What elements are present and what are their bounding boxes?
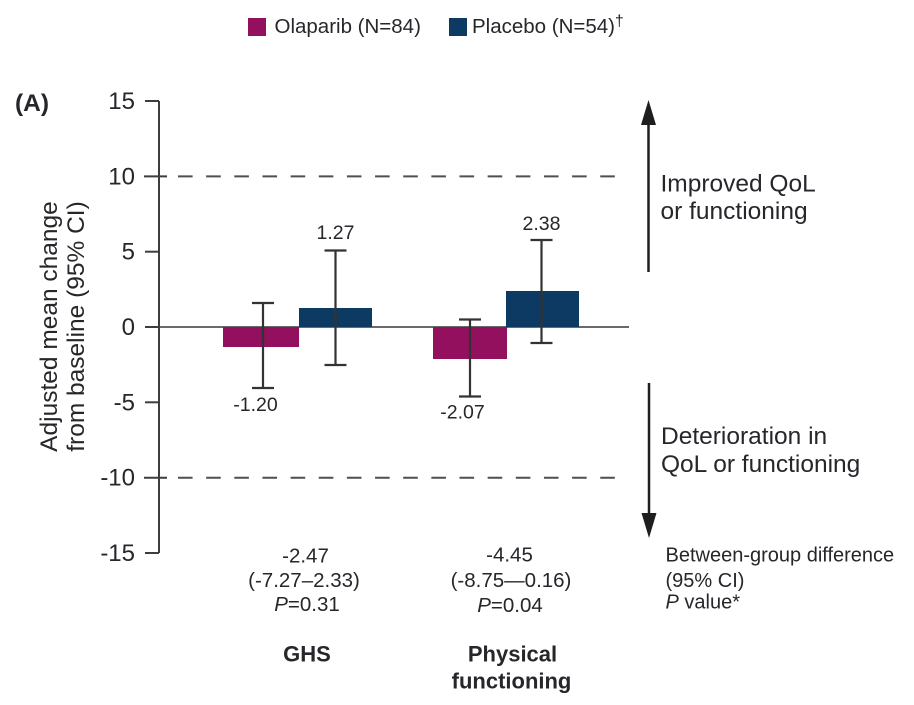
svg-text:Adjusted mean change: Adjusted mean change (36, 201, 63, 452)
svg-text:GHS: GHS (283, 642, 331, 667)
svg-text:P=0.04: P=0.04 (477, 594, 543, 617)
svg-text:Deterioration in: Deterioration in (661, 423, 827, 450)
svg-text:-10: -10 (100, 465, 135, 492)
svg-text:QoL or functioning: QoL or functioning (661, 451, 860, 478)
svg-text:(A): (A) (15, 90, 49, 117)
svg-text:5: 5 (122, 239, 135, 266)
svg-text:(-8.75—0.16): (-8.75—0.16) (451, 569, 572, 592)
svg-text:from baseline (95% CI): from baseline (95% CI) (63, 201, 90, 452)
svg-text:10: 10 (108, 163, 135, 190)
svg-text:Improved QoL: Improved QoL (661, 171, 816, 198)
svg-text:Olaparib (N=84): Olaparib (N=84) (275, 15, 421, 38)
svg-text:Physical: Physical (468, 642, 557, 667)
svg-text:2.38: 2.38 (523, 213, 561, 235)
svg-text:functioning: functioning (452, 669, 572, 694)
svg-text:or functioning: or functioning (661, 198, 808, 225)
svg-text:(-7.27–2.33): (-7.27–2.33) (248, 569, 360, 592)
svg-text:(95% CI): (95% CI) (666, 570, 745, 592)
svg-text:-5: -5 (114, 389, 135, 416)
svg-text:P=0.31: P=0.31 (274, 593, 340, 616)
svg-text:15: 15 (108, 88, 135, 115)
svg-text:-2.47: -2.47 (282, 545, 329, 568)
svg-text:-2.07: -2.07 (440, 402, 484, 424)
svg-text:0: 0 (122, 314, 135, 341)
svg-text:1.27: 1.27 (317, 222, 355, 244)
svg-text:P value*: P value* (666, 592, 741, 614)
svg-text:-4.45: -4.45 (486, 544, 533, 567)
svg-text:-1.20: -1.20 (233, 394, 278, 416)
svg-text:-15: -15 (100, 540, 135, 567)
svg-text:Placebo (N=54)†: Placebo (N=54)† (472, 13, 624, 38)
svg-text:Between-group difference: Between-group difference (666, 545, 895, 567)
